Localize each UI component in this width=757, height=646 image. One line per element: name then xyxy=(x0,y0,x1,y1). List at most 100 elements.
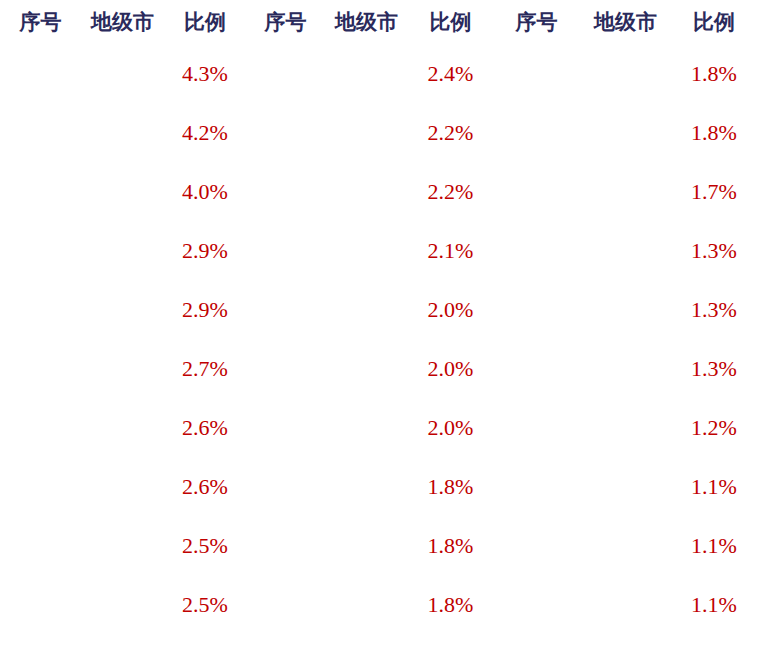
ratio-cell-3: 1.8% xyxy=(671,44,757,103)
city-cell-3 xyxy=(580,162,671,221)
city-cell-2 xyxy=(325,162,408,221)
ratio-cell-3: 1.8% xyxy=(671,103,757,162)
city-cell-3 xyxy=(580,398,671,457)
header-ratio-3: 比例 xyxy=(671,0,757,44)
city-cell-1 xyxy=(81,457,164,516)
index-cell-1 xyxy=(0,457,81,516)
ratio-cell-1: 4.0% xyxy=(164,162,246,221)
index-cell-3 xyxy=(493,575,580,634)
ratio-cell-3: 1.2% xyxy=(671,398,757,457)
city-cell-1 xyxy=(81,44,164,103)
ratio-cell-2: 2.0% xyxy=(408,280,493,339)
index-cell-1 xyxy=(0,575,81,634)
index-cell-1 xyxy=(0,398,81,457)
city-cell-1 xyxy=(81,398,164,457)
index-cell-1 xyxy=(0,162,81,221)
table-row: 2.9% 2.0% 1.3% xyxy=(0,280,757,339)
city-cell-1 xyxy=(81,103,164,162)
ratio-cell-3: 1.3% xyxy=(671,280,757,339)
ratio-cell-1: 2.5% xyxy=(164,516,246,575)
city-cell-2 xyxy=(325,457,408,516)
index-cell-3 xyxy=(493,44,580,103)
ratio-cell-2: 1.8% xyxy=(408,575,493,634)
city-cell-3 xyxy=(580,575,671,634)
header-index-2: 序号 xyxy=(246,0,325,44)
index-cell-3 xyxy=(493,457,580,516)
table-row: 2.5% 1.8% 1.1% xyxy=(0,516,757,575)
index-cell-2 xyxy=(246,103,325,162)
ratio-cell-1: 2.7% xyxy=(164,339,246,398)
index-cell-1 xyxy=(0,280,81,339)
index-cell-2 xyxy=(246,162,325,221)
ratio-cell-2: 1.8% xyxy=(408,516,493,575)
table-row: 2.6% 2.0% 1.2% xyxy=(0,398,757,457)
ratio-cell-1: 4.2% xyxy=(164,103,246,162)
index-cell-3 xyxy=(493,103,580,162)
city-cell-3 xyxy=(580,280,671,339)
header-ratio-2: 比例 xyxy=(408,0,493,44)
index-cell-1 xyxy=(0,221,81,280)
index-cell-3 xyxy=(493,398,580,457)
ratio-cell-2: 2.4% xyxy=(408,44,493,103)
city-cell-3 xyxy=(580,221,671,280)
ratio-cell-1: 2.6% xyxy=(164,398,246,457)
ratio-cell-2: 2.1% xyxy=(408,221,493,280)
header-city-1: 地级市 xyxy=(81,0,164,44)
index-cell-2 xyxy=(246,398,325,457)
city-cell-1 xyxy=(81,575,164,634)
city-cell-1 xyxy=(81,516,164,575)
ratio-cell-3: 1.7% xyxy=(671,162,757,221)
index-cell-2 xyxy=(246,280,325,339)
ratio-cell-3: 1.1% xyxy=(671,457,757,516)
ratio-cell-3: 1.1% xyxy=(671,516,757,575)
ratio-cell-3: 1.3% xyxy=(671,221,757,280)
index-cell-3 xyxy=(493,221,580,280)
header-ratio-1: 比例 xyxy=(164,0,246,44)
ratio-cell-1: 2.6% xyxy=(164,457,246,516)
index-cell-1 xyxy=(0,44,81,103)
city-cell-1 xyxy=(81,221,164,280)
table-row: 2.5% 1.8% 1.1% xyxy=(0,575,757,634)
city-cell-3 xyxy=(580,457,671,516)
header-row: 序号 地级市 比例 序号 地级市 比例 序号 地级市 比例 xyxy=(0,0,757,44)
table-row: 2.6% 1.8% 1.1% xyxy=(0,457,757,516)
index-cell-2 xyxy=(246,339,325,398)
table-row: 2.9% 2.1% 1.3% xyxy=(0,221,757,280)
city-cell-2 xyxy=(325,398,408,457)
city-cell-3 xyxy=(580,339,671,398)
index-cell-2 xyxy=(246,516,325,575)
city-cell-2 xyxy=(325,516,408,575)
header-city-2: 地级市 xyxy=(325,0,408,44)
ratio-cell-3: 1.3% xyxy=(671,339,757,398)
table-row: 4.0% 2.2% 1.7% xyxy=(0,162,757,221)
ratio-cell-1: 2.9% xyxy=(164,280,246,339)
city-cell-3 xyxy=(580,516,671,575)
city-cell-3 xyxy=(580,103,671,162)
city-cell-2 xyxy=(325,575,408,634)
index-cell-2 xyxy=(246,575,325,634)
city-cell-2 xyxy=(325,339,408,398)
ratio-cell-2: 2.0% xyxy=(408,398,493,457)
ratio-cell-1: 4.3% xyxy=(164,44,246,103)
city-cell-2 xyxy=(325,280,408,339)
index-cell-2 xyxy=(246,221,325,280)
ratio-cell-3: 1.1% xyxy=(671,575,757,634)
ratio-cell-1: 2.5% xyxy=(164,575,246,634)
city-cell-2 xyxy=(325,103,408,162)
index-cell-3 xyxy=(493,280,580,339)
index-cell-3 xyxy=(493,516,580,575)
city-cell-2 xyxy=(325,221,408,280)
index-cell-2 xyxy=(246,44,325,103)
ratio-cell-1: 2.9% xyxy=(164,221,246,280)
index-cell-1 xyxy=(0,339,81,398)
table-row: 2.7% 2.0% 1.3% xyxy=(0,339,757,398)
table-body: 4.3% 2.4% 1.8% 4.2% 2.2% 1.8% 4.0% 2.2% … xyxy=(0,44,757,634)
table-row: 4.2% 2.2% 1.8% xyxy=(0,103,757,162)
header-city-3: 地级市 xyxy=(580,0,671,44)
ratio-cell-2: 2.2% xyxy=(408,103,493,162)
city-ratio-table: 序号 地级市 比例 序号 地级市 比例 序号 地级市 比例 4.3% 2.4% … xyxy=(0,0,757,634)
index-cell-2 xyxy=(246,457,325,516)
index-cell-1 xyxy=(0,103,81,162)
city-cell-3 xyxy=(580,44,671,103)
ratio-cell-2: 2.0% xyxy=(408,339,493,398)
